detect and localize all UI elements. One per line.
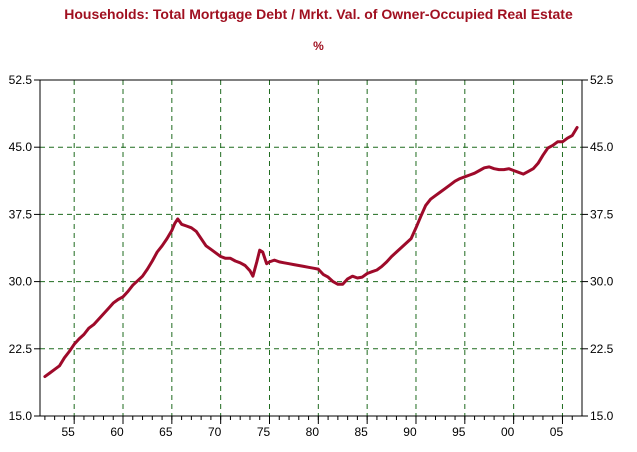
y-tick-label-right: 45.0 xyxy=(590,140,614,154)
y-tick-label-left: 30.0 xyxy=(9,275,33,289)
y-tick-label-left: 52.5 xyxy=(9,73,33,87)
y-tick-label-left: 45.0 xyxy=(9,140,33,154)
y-tick-label-right: 37.5 xyxy=(590,207,614,221)
x-tick-label: 80 xyxy=(306,425,320,439)
x-tick-label: 95 xyxy=(452,425,466,439)
chart-title: Households: Total Mortgage Debt / Mrkt. … xyxy=(64,6,573,22)
y-tick-label-right: 30.0 xyxy=(590,275,614,289)
series-line xyxy=(43,126,579,379)
grid xyxy=(40,80,582,416)
x-tick-label: 55 xyxy=(62,425,76,439)
x-tick-label: 00 xyxy=(501,425,515,439)
y-tick-label-right: 52.5 xyxy=(590,73,614,87)
x-tick-label: 70 xyxy=(208,425,222,439)
x-tick-label: 75 xyxy=(257,425,271,439)
series xyxy=(43,126,579,379)
chart-subtitle: % xyxy=(313,39,324,53)
plot-frame xyxy=(39,79,583,417)
y-tick-label-left: 37.5 xyxy=(9,207,33,221)
x-tick-label: 65 xyxy=(159,425,173,439)
x-tick-label: 85 xyxy=(354,425,368,439)
y-tick-label-right: 22.5 xyxy=(590,342,614,356)
y-tick-label-left: 22.5 xyxy=(9,342,33,356)
y-axis-ticks: 15.0 15.0 22.5 22.5 30.0 30.0 37.5 37.5 45.0 45.0… xyxy=(9,73,614,423)
x-axis-ticks: 55 60 65 70 75 80 85 90 95 00 05 xyxy=(44,416,573,439)
y-tick-label-left: 15.0 xyxy=(9,409,33,423)
x-tick-label: 05 xyxy=(550,425,564,439)
x-tick-label: 60 xyxy=(110,425,124,439)
x-tick-label: 90 xyxy=(403,425,417,439)
y-tick-label-right: 15.0 xyxy=(590,409,614,423)
